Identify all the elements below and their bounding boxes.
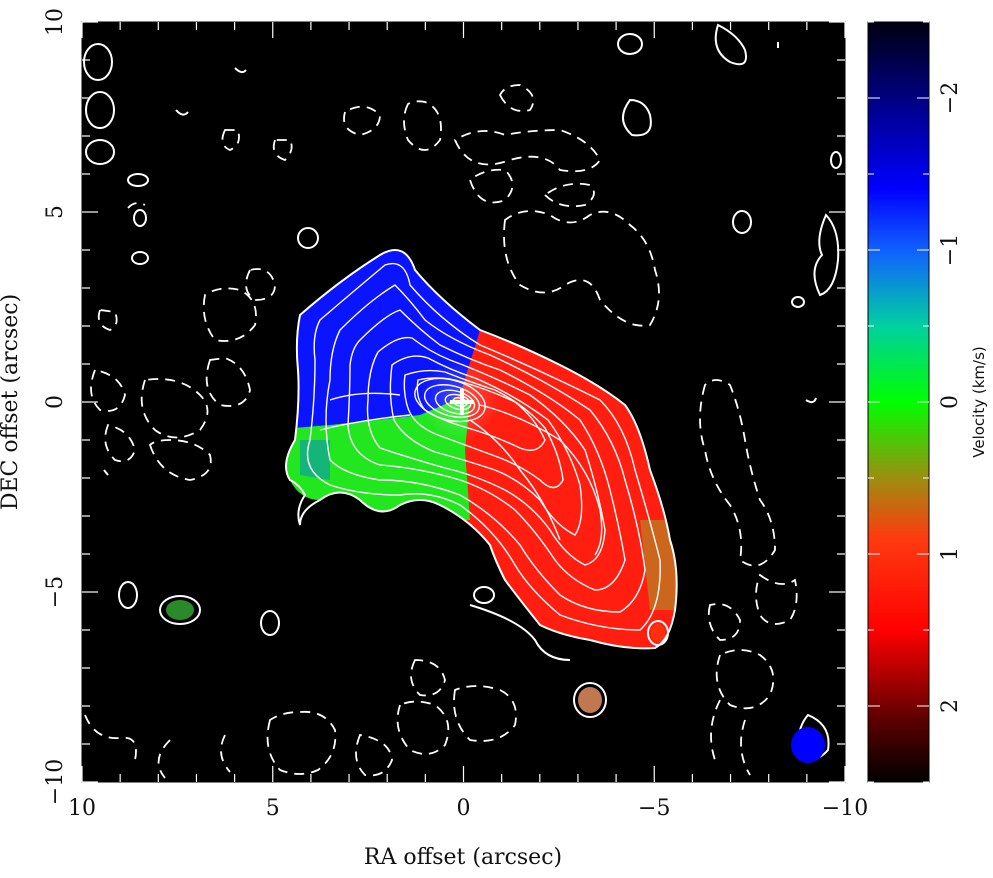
y-tick-label: 5 [43, 205, 68, 219]
colorbar-ticks: 2 1 0 −1 −2 [868, 21, 963, 783]
negative-contours [84, 84, 798, 779]
colorbar-tick-label: −2 [938, 82, 963, 114]
x-tick-label: 10 [68, 796, 96, 821]
colorbar-tick-label: 0 [938, 395, 963, 409]
tick-marks [81, 21, 846, 783]
x-tick-label: −5 [638, 796, 670, 821]
y-tick-label: 10 [43, 8, 68, 36]
x-tick-labels: 10 5 0 −5 −10 [68, 796, 868, 821]
y-tick-label: −10 [43, 759, 68, 805]
y-tick-label: −5 [43, 576, 68, 608]
colorbar-tick-label: 1 [938, 547, 963, 561]
x-tick-label: 5 [266, 796, 280, 821]
x-tick-label: −10 [822, 796, 868, 821]
colorbar-tick-label: 2 [938, 699, 963, 713]
beam-ellipse [791, 727, 825, 763]
contour-lines [83, 23, 842, 760]
center-cross-marker [450, 389, 474, 415]
y-tick-label: 0 [43, 395, 68, 409]
colorbar: 2 1 0 −1 −2 Velocity (km/s) [867, 21, 988, 783]
colorbar-title: Velocity (km/s) [970, 346, 988, 457]
y-axis-title: DEC offset (arcsec) [0, 294, 23, 510]
colorbar-tick-label: −1 [938, 234, 963, 266]
x-axis-title: RA offset (arcsec) [364, 845, 562, 870]
x-tick-label: 0 [457, 796, 471, 821]
y-tick-labels: −10 −5 0 5 10 [43, 8, 68, 805]
